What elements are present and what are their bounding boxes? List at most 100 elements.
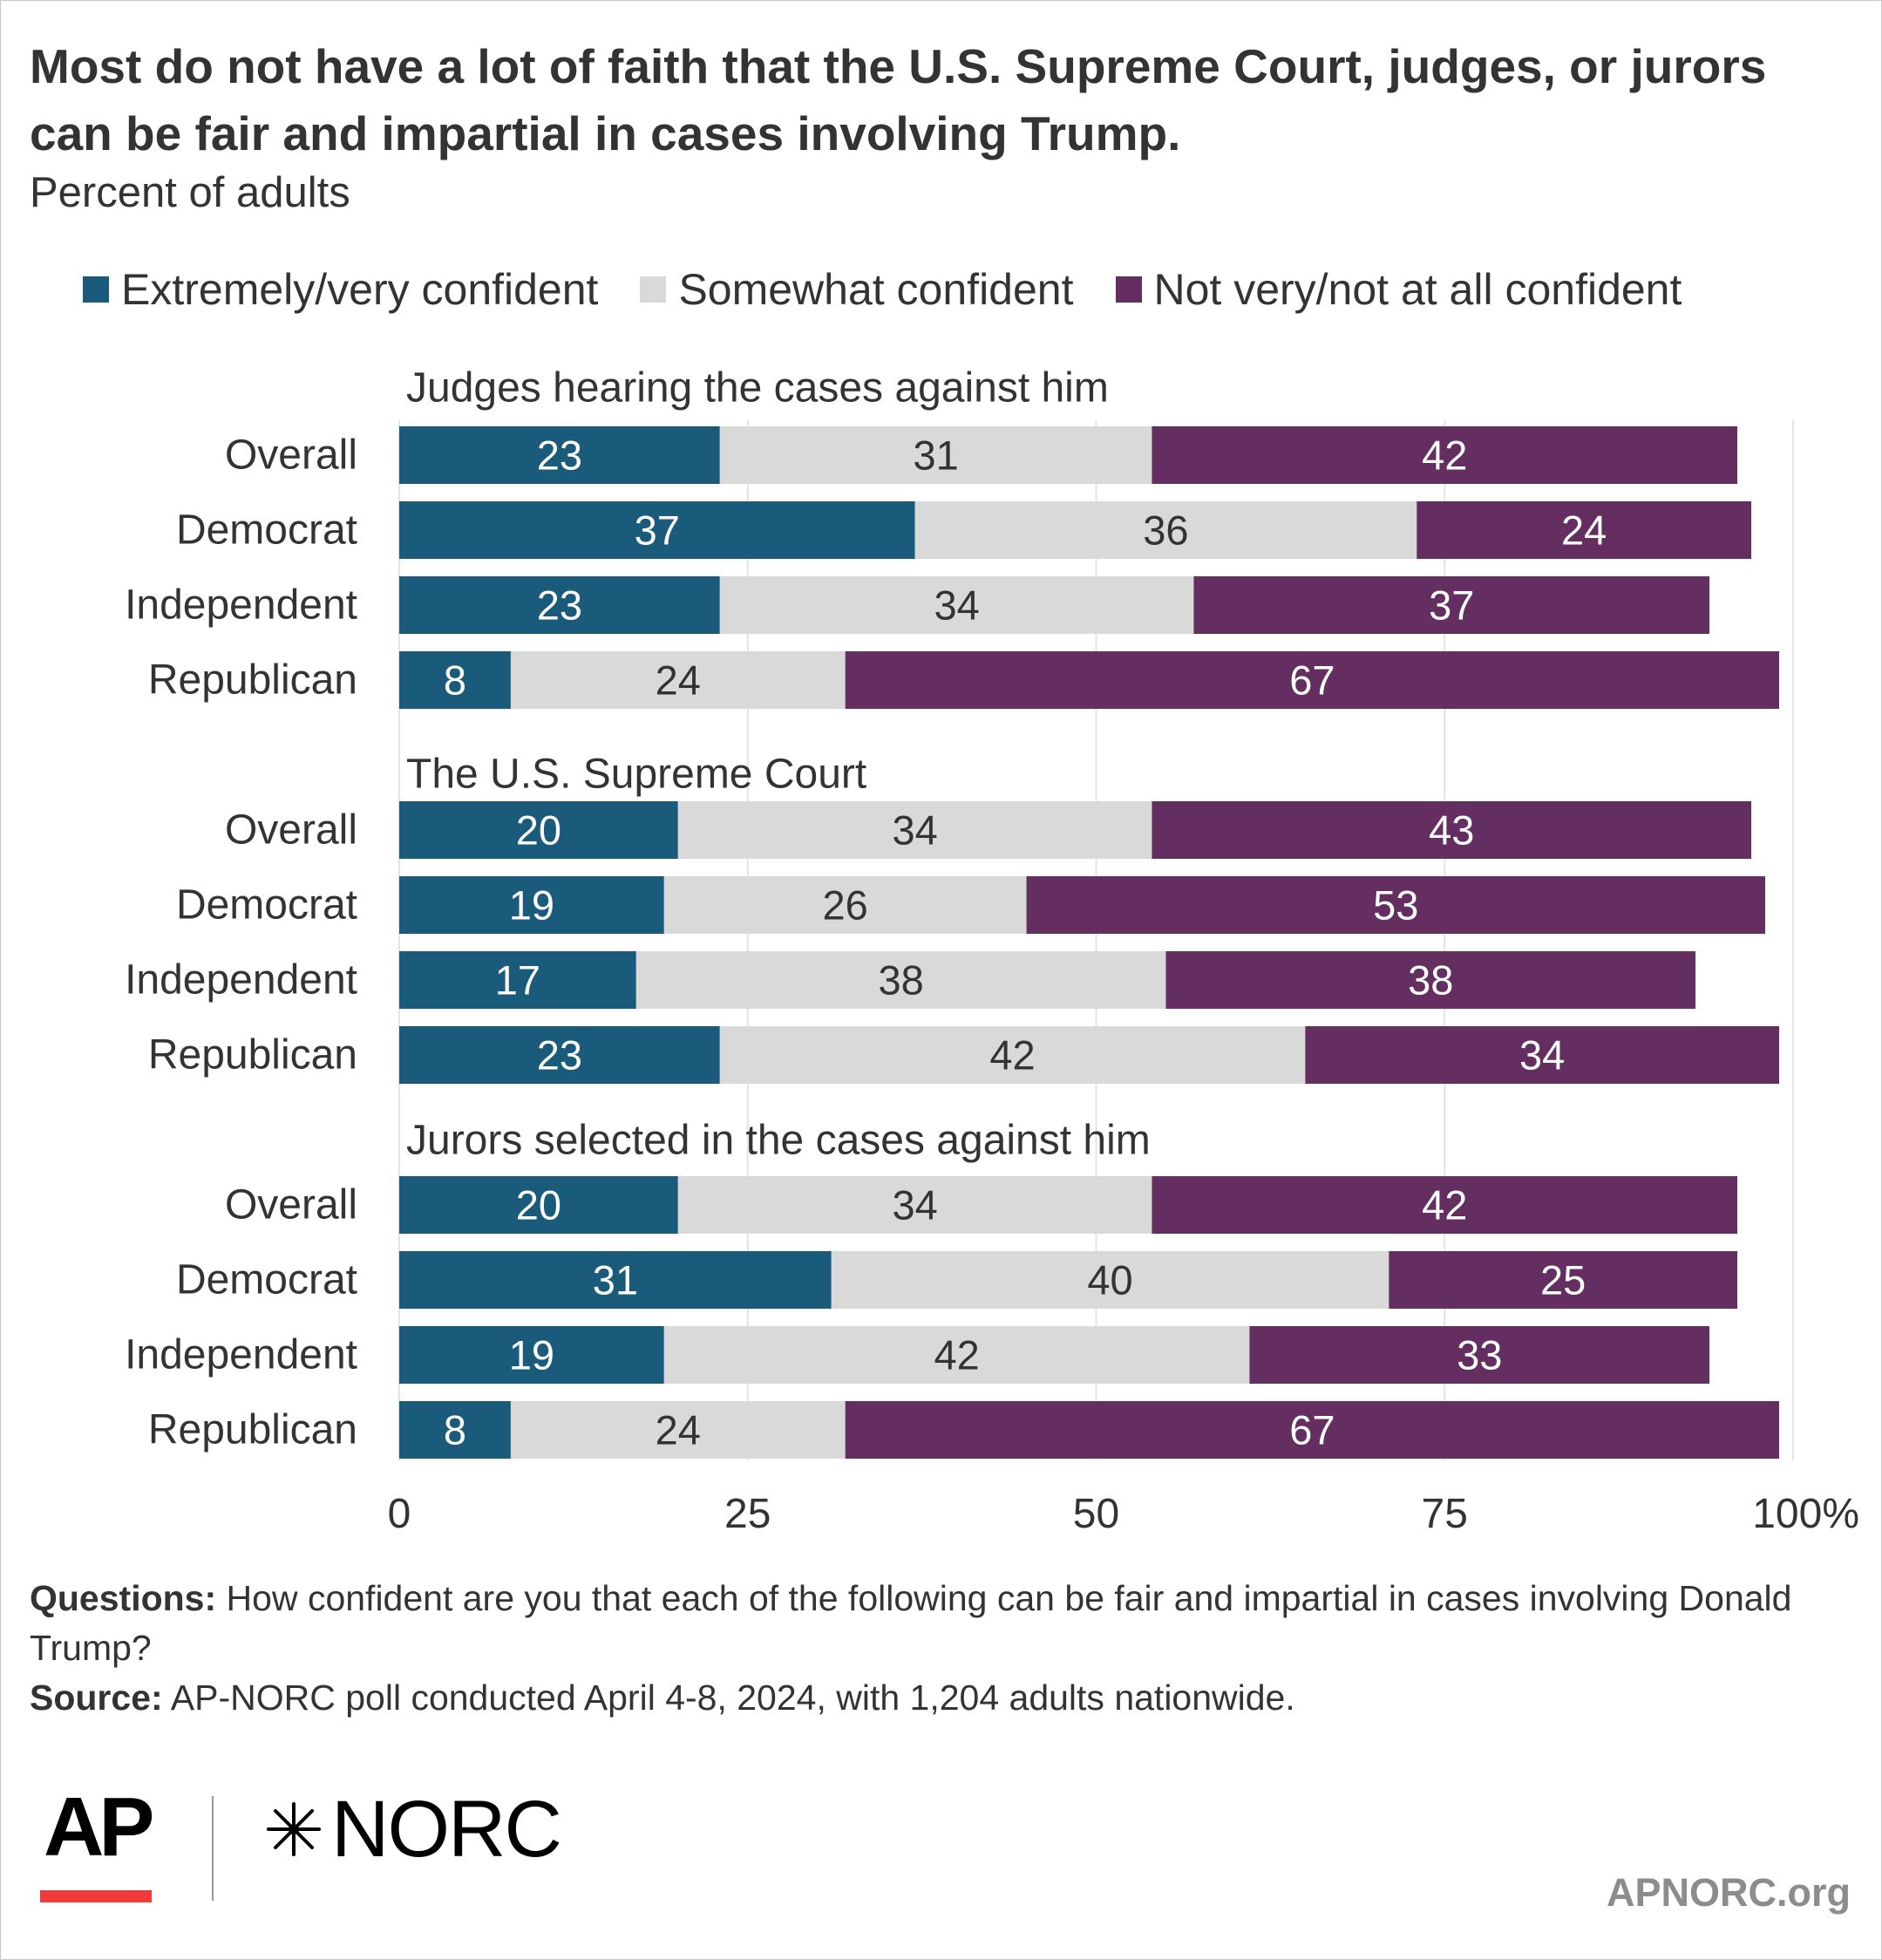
data-label: 33 — [1457, 1332, 1502, 1378]
row-label: Democrat — [176, 882, 357, 929]
stacked-bar-chart: Judges hearing the cases against him Over… — [125, 365, 1859, 1538]
row-label: Overall — [225, 432, 357, 479]
source-note: Source: AP-NORC poll conducted April 4-8… — [30, 1673, 1843, 1723]
row-label: Overall — [225, 1182, 357, 1228]
data-label: 20 — [516, 1182, 561, 1228]
x-tick-label: 50 — [1073, 1491, 1119, 1537]
bar-segment — [1193, 576, 1710, 634]
legend-label-extremely-very: Extremely/very confident — [121, 265, 599, 314]
row-label: Overall — [225, 807, 357, 854]
data-label: 43 — [1429, 807, 1474, 854]
row-label: Independent — [125, 1332, 357, 1378]
bar-segment — [510, 1401, 846, 1459]
legend-item-somewhat: Somewhat confident — [640, 264, 1074, 315]
data-label: 31 — [913, 432, 958, 479]
data-label: 19 — [509, 1332, 554, 1378]
data-label: 8 — [444, 657, 466, 704]
norc-star-icon — [267, 1802, 321, 1856]
x-tick-label: 100% — [1752, 1491, 1859, 1537]
bar-segment — [399, 876, 664, 934]
data-label: 34 — [1519, 1032, 1565, 1079]
data-label: 34 — [892, 1182, 937, 1228]
data-label: 17 — [495, 957, 540, 1004]
data-label: 67 — [1289, 657, 1335, 704]
chart-title: Most do not have a lot of faith that the… — [30, 39, 1767, 160]
data-label: 42 — [989, 1032, 1035, 1079]
bar-segment — [663, 876, 1027, 934]
data-label: 42 — [1422, 1182, 1467, 1228]
row-label: Democrat — [176, 507, 357, 554]
row-label: Republican — [148, 657, 357, 704]
x-tick-label: 25 — [724, 1491, 771, 1537]
bar-segment — [1249, 1326, 1710, 1384]
bar-segment — [399, 1401, 511, 1459]
data-label: 23 — [537, 1032, 582, 1079]
bar-segment — [677, 1176, 1152, 1234]
data-label: 25 — [1540, 1257, 1586, 1303]
data-label: 36 — [1143, 507, 1188, 554]
bar-segment — [399, 1026, 720, 1084]
legend-item-not-very: Not very/not at all confident — [1115, 264, 1682, 315]
data-label: 37 — [1429, 582, 1474, 629]
data-label: 20 — [516, 807, 561, 854]
bar-segment — [399, 576, 720, 634]
footnote: Questions: How confident are you that ea… — [30, 1574, 1843, 1723]
bar-segment — [719, 1026, 1306, 1084]
bar-segment — [845, 651, 1780, 709]
row-label: Independent — [125, 957, 357, 1004]
data-label: 24 — [656, 1407, 701, 1453]
questions-text: How confident are you that each of the f… — [30, 1578, 1792, 1668]
bar-segment — [399, 801, 678, 859]
bar-segment — [677, 801, 1152, 859]
chart-subtitle: Percent of adults — [30, 169, 350, 216]
group-title: Judges hearing the cases against him — [406, 365, 1109, 412]
bar-segment — [510, 651, 846, 709]
bar-segment — [399, 951, 636, 1009]
legend-label-somewhat: Somewhat confident — [678, 265, 1074, 314]
bar-segment — [663, 1326, 1250, 1384]
bar-segment — [399, 501, 915, 559]
row-label: Republican — [148, 1407, 357, 1453]
data-label: 42 — [934, 1332, 979, 1378]
data-label: 34 — [934, 582, 979, 629]
data-label: 42 — [1422, 432, 1467, 479]
legend-swatch-somewhat — [640, 276, 667, 303]
questions-label: Questions: — [30, 1578, 217, 1618]
row-label: Republican — [148, 1032, 357, 1079]
norc-logo: NORC — [262, 1785, 562, 1874]
bar-segment — [1026, 876, 1766, 934]
data-label: 37 — [635, 507, 680, 554]
data-label: 8 — [444, 1407, 466, 1453]
bar-segment — [1165, 951, 1696, 1009]
bar-segment — [399, 1176, 678, 1234]
bar-segment — [1152, 426, 1738, 484]
row-label: Independent — [125, 582, 357, 629]
logo-divider — [212, 1796, 214, 1901]
bar-segment — [719, 426, 1152, 484]
data-label: 19 — [509, 882, 554, 929]
bar-segment — [1417, 501, 1752, 559]
bar-segment — [399, 426, 720, 484]
data-label: 38 — [1408, 957, 1453, 1004]
bar-segment — [1152, 1176, 1738, 1234]
bar-segment — [1389, 1251, 1738, 1309]
data-label: 67 — [1289, 1407, 1335, 1453]
bar-segment — [845, 1401, 1780, 1459]
data-label: 34 — [892, 807, 937, 854]
legend-swatch-extremely-very — [83, 276, 109, 303]
bar-segment — [635, 951, 1166, 1009]
legend-item-extremely-very: Extremely/very confident — [83, 264, 598, 315]
data-label: 23 — [537, 432, 582, 479]
legend-label-not-very: Not very/not at all confident — [1153, 265, 1682, 314]
source-text: AP-NORC poll conducted April 4-8, 2024, … — [162, 1678, 1295, 1718]
norc-wordmark: NORC — [331, 1785, 562, 1874]
bar-segment — [1152, 801, 1752, 859]
bar-segment — [399, 1251, 832, 1309]
legend: Extremely/very confident Somewhat confid… — [83, 263, 1723, 316]
bar-segment — [719, 576, 1194, 634]
site-url: APNORC.org — [1607, 1870, 1851, 1915]
data-label: 24 — [656, 657, 701, 704]
x-tick-label: 75 — [1422, 1491, 1468, 1537]
group-title: The U.S. Supreme Court — [406, 752, 866, 798]
bar-segment — [399, 651, 511, 709]
